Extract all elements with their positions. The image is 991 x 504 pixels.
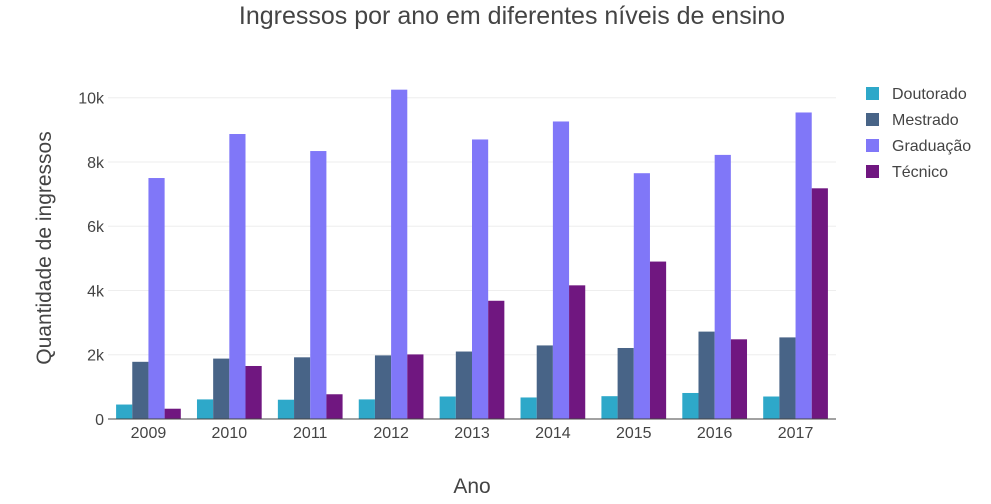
bars (116, 89, 828, 420)
legend-swatch (866, 165, 879, 178)
legend-label: Graduação (892, 138, 971, 155)
x-tick-label: 2016 (697, 425, 733, 442)
bar-tecnico-2015[interactable] (649, 261, 667, 419)
bar-mestrado-2009[interactable] (132, 361, 149, 419)
bar-tecnico-2013[interactable] (488, 300, 505, 419)
bar-tecnico-2011[interactable] (326, 394, 343, 419)
bar-tecnico-2012[interactable] (407, 354, 424, 419)
y-tick-label: 10k (78, 91, 105, 108)
chart-title: Ingressos por ano em diferentes níveis d… (239, 2, 785, 30)
bar-mestrado-2014[interactable] (536, 345, 553, 419)
bar-tecnico-2010[interactable] (245, 365, 262, 419)
bar-mestrado-2016[interactable] (698, 331, 715, 419)
bar-graduacao-2010[interactable] (229, 134, 246, 419)
bar-doutorado-2009[interactable] (116, 404, 133, 419)
bar-doutorado-2016[interactable] (682, 392, 699, 419)
legend-swatch (866, 139, 879, 152)
legend-item-tecnico[interactable]: Técnico (866, 164, 948, 181)
bar-graduacao-2013[interactable] (472, 139, 489, 419)
bar-doutorado-2014[interactable] (520, 397, 537, 419)
bar-tecnico-2016[interactable] (730, 339, 748, 419)
bar-tecnico-2009[interactable] (164, 408, 181, 419)
legend-label: Mestrado (892, 112, 959, 129)
bar-mestrado-2015[interactable] (617, 347, 634, 419)
legend-label: Técnico (892, 164, 948, 181)
legend-swatch (866, 87, 879, 100)
bar-mestrado-2013[interactable] (455, 351, 472, 419)
bar-doutorado-2010[interactable] (196, 399, 214, 419)
y-tick-label: 4k (87, 283, 105, 300)
legend[interactable]: Doutorado Mestrado Graduação Técnico (866, 86, 971, 181)
x-tick-label: 2009 (131, 425, 167, 442)
y-tick-label: 2k (87, 348, 105, 365)
x-tick-label: 2014 (535, 425, 571, 442)
bar-graduacao-2017[interactable] (795, 112, 812, 419)
bar-mestrado-2012[interactable] (374, 355, 392, 419)
bar-mestrado-2010[interactable] (213, 358, 230, 419)
x-tick-label: 2015 (616, 425, 652, 442)
bar-mestrado-2017[interactable] (779, 337, 796, 419)
bar-doutorado-2011[interactable] (277, 399, 295, 419)
bar-mestrado-2011[interactable] (294, 357, 311, 419)
y-axis-title: Quantidade de ingressos (33, 131, 56, 365)
bar-tecnico-2014[interactable] (569, 285, 586, 419)
legend-swatch (866, 113, 879, 126)
x-tick-label: 2011 (293, 425, 328, 442)
bar-graduacao-2015[interactable] (633, 173, 650, 419)
bar-graduacao-2016[interactable] (714, 154, 731, 419)
y-tick-label: 6k (87, 219, 105, 236)
bar-doutorado-2013[interactable] (439, 396, 456, 419)
axes: 0 2k 4k 6k 8k 10k 2009 2010 2011 2012 2013 2014 2015… (78, 91, 836, 442)
bar-graduacao-2011[interactable] (310, 151, 327, 420)
x-axis-title: Ano (453, 475, 490, 498)
legend-item-mestrado[interactable]: Mestrado (866, 112, 959, 129)
x-tick-label: 2017 (778, 425, 814, 442)
bar-tecnico-2017[interactable] (811, 188, 828, 419)
x-tick-label: 2013 (454, 425, 490, 442)
y-tick-label: 0 (95, 412, 104, 429)
bar-graduacao-2012[interactable] (391, 89, 408, 419)
x-tick-label: 2012 (373, 425, 409, 442)
legend-label: Doutorado (892, 86, 967, 103)
bar-graduacao-2009[interactable] (148, 178, 165, 419)
legend-item-doutorado[interactable]: Doutorado (866, 86, 967, 103)
bar-doutorado-2015[interactable] (601, 396, 618, 419)
x-tick-label: 2010 (212, 425, 248, 442)
y-tick-label: 8k (87, 155, 105, 172)
bar-doutorado-2017[interactable] (763, 396, 780, 419)
bar-graduacao-2014[interactable] (552, 121, 570, 420)
bar-doutorado-2012[interactable] (358, 399, 375, 419)
legend-item-graduacao[interactable]: Graduação (866, 138, 971, 155)
